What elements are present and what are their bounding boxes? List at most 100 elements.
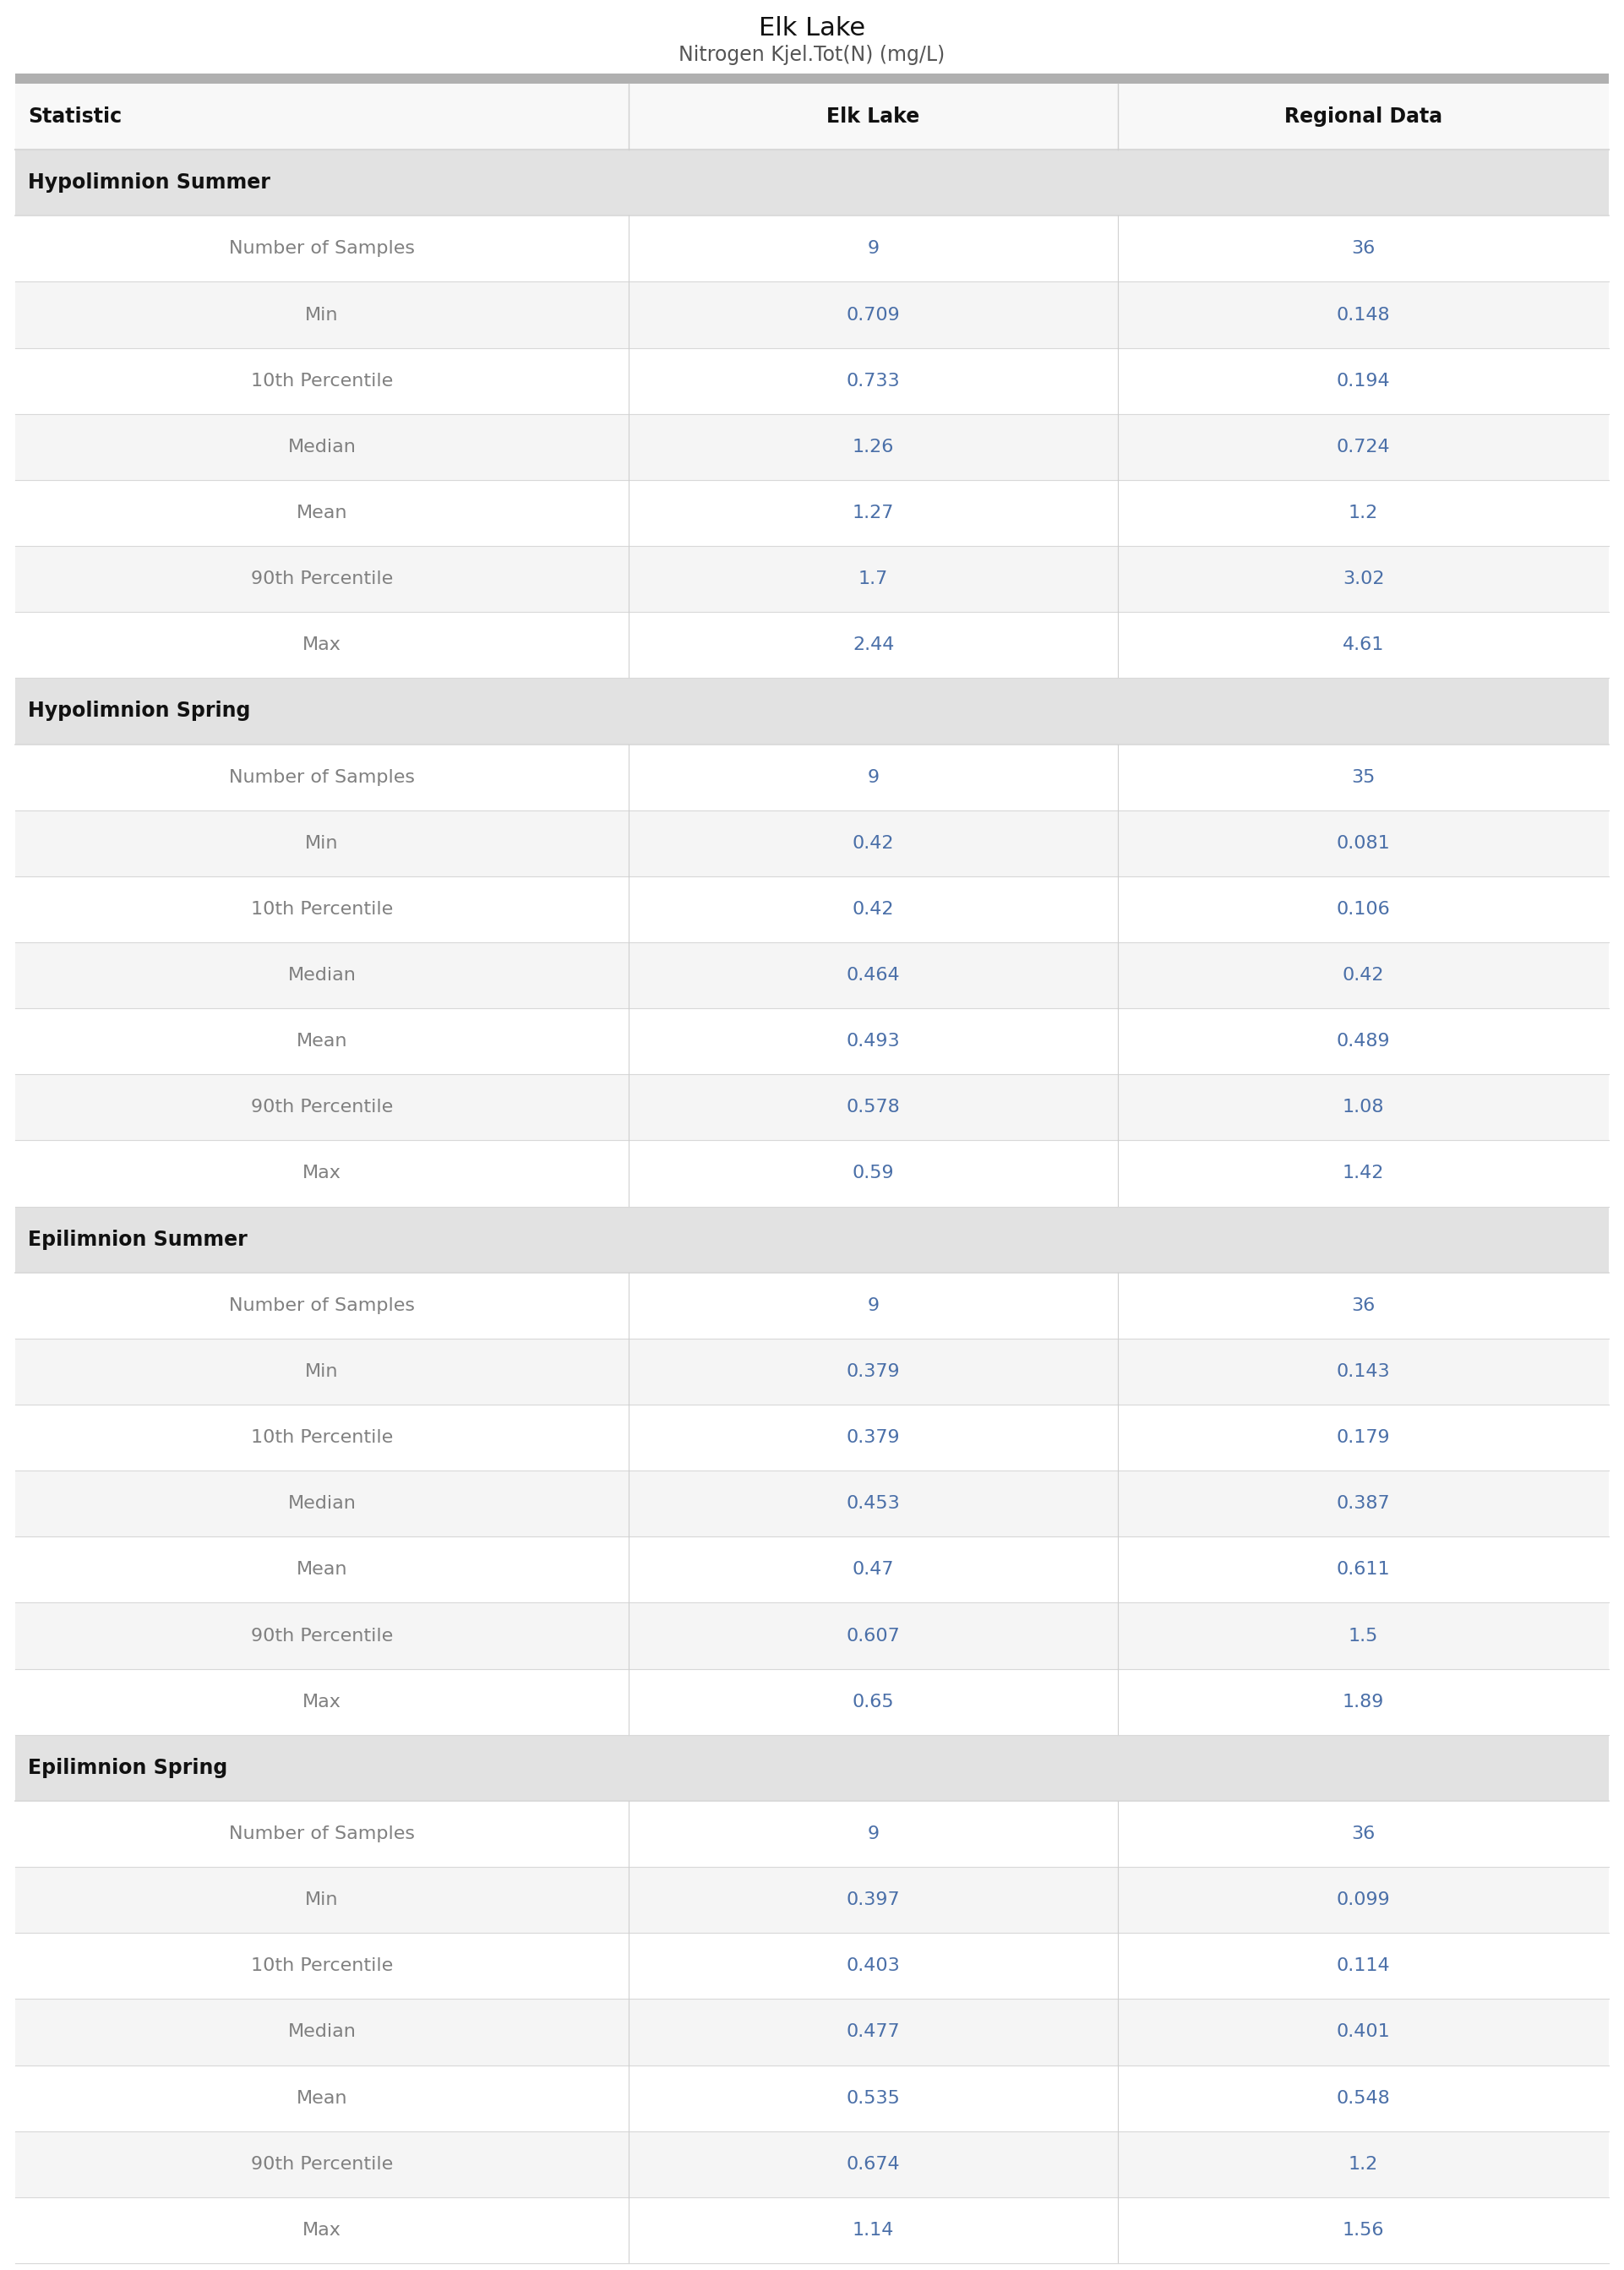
Text: 0.724: 0.724 bbox=[1337, 438, 1390, 456]
Text: 0.489: 0.489 bbox=[1337, 1033, 1390, 1049]
Text: 36: 36 bbox=[1351, 1296, 1376, 1314]
Text: 0.379: 0.379 bbox=[846, 1430, 900, 1446]
Text: 0.42: 0.42 bbox=[853, 835, 895, 851]
Text: Epilimnion Spring: Epilimnion Spring bbox=[28, 1757, 227, 1777]
Bar bbox=[15, 1603, 1609, 1668]
Text: 90th Percentile: 90th Percentile bbox=[250, 1099, 393, 1117]
Text: 2.44: 2.44 bbox=[853, 636, 895, 654]
Text: 0.42: 0.42 bbox=[853, 901, 895, 917]
Text: 0.148: 0.148 bbox=[1337, 306, 1390, 322]
Text: 0.194: 0.194 bbox=[1337, 372, 1390, 390]
Text: Regional Data: Regional Data bbox=[1285, 107, 1442, 127]
Bar bbox=[15, 1008, 1609, 1074]
Text: Median: Median bbox=[287, 1496, 356, 1512]
Text: 3.02: 3.02 bbox=[1343, 570, 1384, 588]
Text: Median: Median bbox=[287, 967, 356, 983]
Text: 1.08: 1.08 bbox=[1343, 1099, 1384, 1117]
Bar bbox=[15, 1074, 1609, 1140]
Text: Max: Max bbox=[302, 1693, 341, 1709]
Text: Max: Max bbox=[302, 2222, 341, 2238]
Text: Min: Min bbox=[305, 1891, 339, 1909]
Text: 0.143: 0.143 bbox=[1337, 1364, 1390, 1380]
Text: 1.26: 1.26 bbox=[853, 438, 895, 456]
Text: 0.477: 0.477 bbox=[846, 2023, 900, 2041]
Bar bbox=[15, 810, 1609, 876]
Text: 0.607: 0.607 bbox=[846, 1628, 900, 1643]
Text: 0.114: 0.114 bbox=[1337, 1957, 1390, 1975]
Text: 1.2: 1.2 bbox=[1348, 2156, 1379, 2172]
Bar bbox=[15, 1800, 1609, 1866]
Text: 0.65: 0.65 bbox=[853, 1693, 895, 1709]
Bar bbox=[15, 216, 1609, 281]
Bar bbox=[15, 1866, 1609, 1934]
Text: 10th Percentile: 10th Percentile bbox=[250, 372, 393, 390]
Text: Number of Samples: Number of Samples bbox=[229, 1825, 414, 1843]
Text: 0.733: 0.733 bbox=[846, 372, 900, 390]
Bar bbox=[15, 413, 1609, 479]
Text: 35: 35 bbox=[1351, 770, 1376, 785]
Text: 1.42: 1.42 bbox=[1343, 1165, 1384, 1183]
Text: 10th Percentile: 10th Percentile bbox=[250, 1430, 393, 1446]
Text: Number of Samples: Number of Samples bbox=[229, 770, 414, 785]
Bar bbox=[15, 1273, 1609, 1339]
Text: 1.5: 1.5 bbox=[1348, 1628, 1379, 1643]
Text: Nitrogen Kjel.Tot(N) (mg/L): Nitrogen Kjel.Tot(N) (mg/L) bbox=[679, 45, 945, 66]
Text: 0.464: 0.464 bbox=[846, 967, 900, 983]
Text: 0.674: 0.674 bbox=[846, 2156, 900, 2172]
Text: 0.42: 0.42 bbox=[1343, 967, 1384, 983]
Text: Number of Samples: Number of Samples bbox=[229, 1296, 414, 1314]
Text: 0.387: 0.387 bbox=[1337, 1496, 1390, 1512]
Text: 0.397: 0.397 bbox=[846, 1891, 900, 1909]
Text: 0.611: 0.611 bbox=[1337, 1562, 1390, 1578]
Text: 0.493: 0.493 bbox=[846, 1033, 900, 1049]
Text: Mean: Mean bbox=[297, 504, 348, 522]
Text: Statistic: Statistic bbox=[28, 107, 122, 127]
Bar bbox=[15, 2000, 1609, 2066]
Bar bbox=[15, 679, 1609, 745]
Text: 0.548: 0.548 bbox=[1337, 2091, 1390, 2107]
Text: 0.47: 0.47 bbox=[853, 1562, 895, 1578]
Text: Epilimnion Summer: Epilimnion Summer bbox=[28, 1230, 247, 1251]
Text: 1.2: 1.2 bbox=[1348, 504, 1379, 522]
Bar bbox=[15, 2197, 1609, 2263]
Text: 4.61: 4.61 bbox=[1343, 636, 1384, 654]
Text: 1.89: 1.89 bbox=[1343, 1693, 1384, 1709]
Text: Elk Lake: Elk Lake bbox=[827, 107, 919, 127]
Text: 36: 36 bbox=[1351, 241, 1376, 257]
Text: 0.179: 0.179 bbox=[1337, 1430, 1390, 1446]
Bar bbox=[15, 1668, 1609, 1734]
Bar bbox=[15, 281, 1609, 347]
Text: Median: Median bbox=[287, 2023, 356, 2041]
Text: Hypolimnion Summer: Hypolimnion Summer bbox=[28, 173, 270, 193]
Bar bbox=[15, 1471, 1609, 1537]
Bar bbox=[15, 347, 1609, 413]
Text: Min: Min bbox=[305, 306, 339, 322]
Bar bbox=[15, 479, 1609, 547]
Bar bbox=[15, 73, 1609, 84]
Bar bbox=[15, 745, 1609, 810]
Text: 0.453: 0.453 bbox=[846, 1496, 900, 1512]
Text: 0.578: 0.578 bbox=[846, 1099, 900, 1117]
Text: 0.709: 0.709 bbox=[846, 306, 900, 322]
Text: 0.535: 0.535 bbox=[846, 2091, 900, 2107]
Text: 0.081: 0.081 bbox=[1337, 835, 1390, 851]
Bar bbox=[15, 1934, 1609, 2000]
Text: Mean: Mean bbox=[297, 1562, 348, 1578]
Text: 90th Percentile: 90th Percentile bbox=[250, 1628, 393, 1643]
Bar bbox=[15, 1537, 1609, 1603]
Text: 90th Percentile: 90th Percentile bbox=[250, 570, 393, 588]
Text: 0.379: 0.379 bbox=[846, 1364, 900, 1380]
Bar bbox=[15, 613, 1609, 679]
Text: 1.7: 1.7 bbox=[859, 570, 888, 588]
Text: 0.401: 0.401 bbox=[1337, 2023, 1390, 2041]
Text: 1.27: 1.27 bbox=[853, 504, 895, 522]
Bar bbox=[15, 1205, 1609, 1273]
Text: Min: Min bbox=[305, 1364, 339, 1380]
Text: 0.099: 0.099 bbox=[1337, 1891, 1390, 1909]
Bar bbox=[15, 1140, 1609, 1205]
Text: 90th Percentile: 90th Percentile bbox=[250, 2156, 393, 2172]
Text: 9: 9 bbox=[867, 1825, 879, 1843]
Text: 36: 36 bbox=[1351, 1825, 1376, 1843]
Bar bbox=[15, 150, 1609, 216]
Text: 0.59: 0.59 bbox=[853, 1165, 895, 1183]
